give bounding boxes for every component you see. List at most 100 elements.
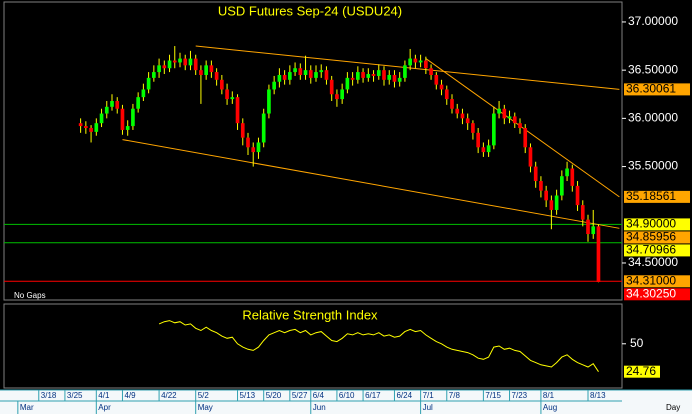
candle-body: [199, 70, 203, 75]
candle-body: [94, 123, 99, 132]
candle-body: [209, 65, 214, 73]
candle-body: [497, 108, 501, 114]
candle-body: [152, 72, 156, 78]
candle-body: [533, 166, 538, 182]
candle-body: [471, 123, 475, 133]
candle-body: [319, 70, 324, 73]
x-tick-label: 7/23: [512, 391, 528, 400]
candle-body: [570, 168, 575, 186]
candle-body: [502, 108, 507, 119]
candle-body: [450, 99, 454, 109]
candle-body: [554, 195, 559, 210]
x-tick-label: 4/22: [161, 391, 177, 400]
price-marker: [624, 244, 690, 257]
candle-body: [371, 74, 376, 76]
candle-body: [240, 123, 245, 138]
candle-body: [361, 72, 365, 78]
trendline: [425, 58, 620, 198]
candle-body: [376, 70, 381, 76]
candle-body: [256, 142, 261, 153]
candle-body: [340, 89, 344, 100]
candle-body: [84, 126, 88, 129]
candle-body: [335, 94, 339, 100]
x-tick-label: 7/1: [423, 391, 435, 400]
candle-body: [282, 74, 287, 80]
candle-body: [214, 72, 219, 80]
candle-body: [188, 58, 193, 66]
y-tick-label: 35.50000: [628, 159, 678, 173]
candle-body: [549, 200, 554, 210]
price-marker: [624, 231, 690, 244]
price-marker-label: 34.31000: [626, 273, 676, 287]
x-tick-label: 5/20: [266, 391, 282, 400]
x-tick-label: 3/25: [67, 391, 83, 400]
candle-body: [110, 101, 114, 107]
y-tick-label: 50: [630, 336, 644, 350]
y-tick-label: 34.50000: [628, 255, 678, 269]
candle-body: [178, 58, 182, 63]
x-tick-label: 5/27: [292, 391, 308, 400]
candle-body: [183, 58, 188, 66]
candle-body: [141, 89, 146, 98]
candle-body: [172, 60, 177, 63]
price-marker-label: 34.90000: [626, 217, 676, 231]
candle-body: [131, 108, 135, 127]
candle-body: [225, 89, 229, 100]
candle-body: [512, 116, 517, 124]
candle-body: [345, 77, 350, 90]
price-marker: [624, 190, 690, 203]
price-marker-label: 34.85956: [626, 230, 676, 244]
candle-body: [125, 126, 130, 130]
candle-body: [429, 68, 433, 75]
price-panel: [3, 1, 623, 301]
x-tick-label: 7/15: [485, 391, 501, 400]
candle-body: [230, 97, 235, 100]
candle-body: [539, 181, 543, 191]
rsi-marker: [624, 365, 660, 378]
candle-body: [418, 60, 423, 63]
candle-body: [308, 70, 313, 78]
x-axis-label: Day: [666, 403, 680, 412]
candle-body: [528, 147, 533, 167]
candle-body: [329, 79, 334, 95]
x-tick-label: 3/18: [41, 391, 57, 400]
candle-body: [293, 68, 297, 73]
candle-body: [408, 58, 412, 66]
candle-body: [439, 84, 444, 90]
candle-body: [99, 113, 104, 124]
candle-body: [104, 106, 109, 114]
month-label: Mar: [20, 403, 34, 412]
candle-body: [387, 74, 392, 80]
candle-body: [272, 81, 276, 90]
x-tick-label: 4/9: [124, 391, 136, 400]
price-marker: [624, 83, 690, 96]
candle-body: [204, 65, 208, 75]
candle-body: [261, 113, 266, 143]
price-marker: [624, 288, 690, 301]
month-label: May: [198, 403, 213, 412]
candle-body: [460, 113, 465, 119]
price-marker-label: 34.70966: [626, 243, 676, 257]
x-tick-label: 5/2: [198, 391, 210, 400]
price-marker: [624, 218, 690, 231]
candle-body: [115, 101, 120, 109]
rsi-line: [158, 320, 599, 372]
date-axis: [0, 390, 692, 414]
candle-body: [220, 79, 224, 90]
candle-body: [382, 70, 386, 80]
month-label: Aug: [543, 403, 557, 412]
month-label: Jun: [313, 403, 326, 412]
candle-body: [162, 65, 167, 69]
candle-body: [476, 132, 480, 148]
candle-body: [235, 97, 240, 124]
candle-body: [486, 145, 491, 153]
candle-body: [136, 97, 140, 109]
candle-body: [356, 72, 360, 80]
candle-body: [596, 226, 601, 283]
candle-body: [366, 74, 371, 78]
candle-body: [560, 176, 564, 196]
candle-body: [518, 123, 522, 129]
y-tick-label: 36.50000: [628, 62, 678, 76]
